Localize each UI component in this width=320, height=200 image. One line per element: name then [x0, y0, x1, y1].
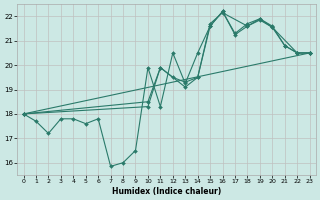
X-axis label: Humidex (Indice chaleur): Humidex (Indice chaleur): [112, 187, 221, 196]
